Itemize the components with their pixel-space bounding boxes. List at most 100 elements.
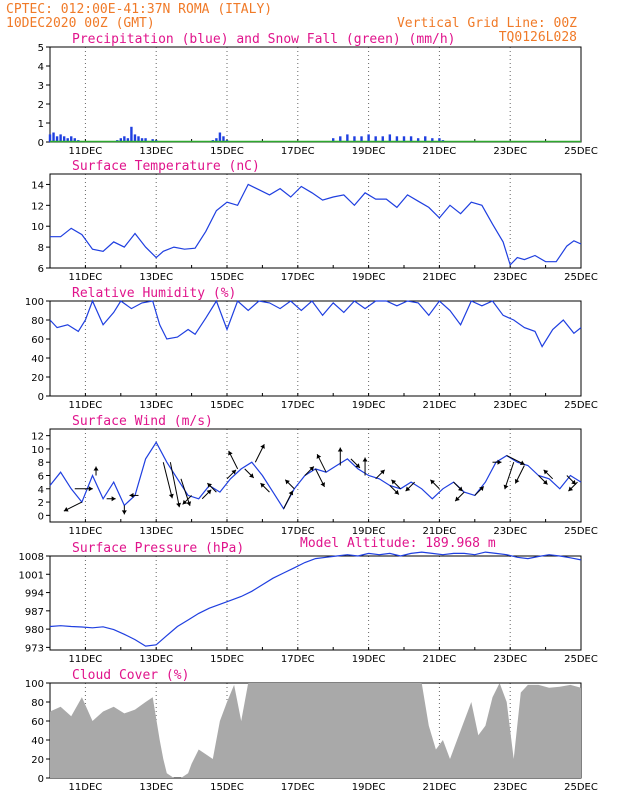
temperature-y-tick-label: 8 [38,243,44,254]
precip-x-tick-label: 21DEC [423,146,457,157]
wind-arrow-head [503,484,509,490]
precip-title: Precipitation (blue) and Snow Fall (gree… [72,32,456,47]
temperature-x-tick-label: 11DEC [69,272,103,283]
precip-bar [339,136,342,142]
humidity-x-tick-label: 11DEC [69,400,103,411]
precip-y-tick-label: 3 [38,81,44,92]
wind-arrow-head [309,466,314,472]
wind-arrow-head [430,479,435,485]
wind-arrow-head [479,486,484,492]
precip-x-tick-label: 25DEC [564,146,598,157]
precip-bar [119,138,122,142]
cloud-panel: Cloud Cover (%) 0 20 40 60 80 100 11DEC 13DEC 15D… [25,668,598,793]
wind-arrow [169,462,180,508]
humidity-x-tick-label: 17DEC [281,400,315,411]
wind-x-tick-label: 15DEC [210,526,244,537]
wind-arrow [162,462,173,499]
wind-arrow-head [285,479,290,485]
wind-arrow-head [497,459,502,465]
wind-arrow-head [249,473,254,478]
wind-arrow-head [543,469,549,475]
cloud-cover-area [50,683,581,778]
precip-y-tick-label: 5 [38,43,44,54]
temperature-x-tick-label: 19DEC [352,272,386,283]
wind-arrow-head [394,489,399,495]
pressure-y-tick-label: 980 [25,625,44,636]
temperature-x-tick-label: 23DEC [493,272,527,283]
pressure-y-tick-label: 1001 [19,570,44,581]
wind-x-tick-label: 23DEC [493,526,527,537]
temperature-x-tick-label: 21DEC [423,272,457,283]
precip-bar [70,136,73,142]
wind-arrow-head [206,489,212,495]
humidity-panel: Relative Humidity (%) 0 20 40 60 80 100 11DEC 13… [25,286,598,411]
precip-bar [374,136,377,142]
wind-arrow-head [260,444,265,449]
precip-bar [367,134,370,142]
wind-series-line [49,441,582,510]
precip-bar [130,126,133,142]
wind-y-tick-label: 12 [31,432,44,443]
header-location: CPTEC: 012:00E-41:37N ROMA (ITALY) [6,2,272,17]
humidity-x-tick-label: 21DEC [423,400,457,411]
precip-bar [66,138,69,142]
wind-arrow-head [316,454,322,459]
humidity-y-tick-label: 0 [38,392,44,403]
precip-bar [133,134,137,142]
precip-y-tick-label: 4 [38,62,44,73]
pressure-x-tick-label: 17DEC [281,654,315,665]
pressure-panel: Surface Pressure (hPa) 973 980 987 994 1001 10… [19,541,598,665]
pressure-x-tick-label: 21DEC [423,654,457,665]
wind-y-tick-label: 6 [38,472,44,483]
humidity-y-tick-label: 100 [25,297,44,308]
precip-bar [140,138,144,142]
wind-arrow-head [391,479,397,485]
precip-bar [215,138,218,142]
wind-arrow-head [63,507,69,512]
precip-bar [332,138,335,142]
humidity-x-tick-label: 19DEC [352,400,386,411]
wind-arrow-head [514,478,520,484]
temperature-y-tick-label: 12 [31,201,44,212]
pressure-title: Surface Pressure (hPa) [72,541,244,556]
temperature-x-tick-label: 17DEC [281,272,315,283]
precip-bar [409,136,413,142]
humidity-x-tick-label: 25DEC [564,400,598,411]
cloud-y-tick-label: 80 [31,698,44,709]
wind-arrow-head [542,479,548,485]
wind-panel: Surface Wind (m/s) 0 2 4 6 8 10 12 11DEC 13DEC 15D… [31,414,598,537]
wind-x-tick-label: 17DEC [281,526,315,537]
wind-y-tick-label: 2 [38,498,44,509]
wind-arrow-head [320,482,325,487]
precip-x-tick-label: 13DEC [139,146,173,157]
precip-bar [402,136,406,142]
wind-frame [49,428,582,523]
wind-arrow [504,462,515,490]
wind-y-tick-label: 0 [38,511,44,522]
header-vertical-grid-line: Vertical Grid Line: 00Z [397,16,577,31]
humidity-y-tick-label: 60 [31,335,44,346]
pressure-y-tick-label: 994 [25,589,44,600]
precip-panel: Precipitation (blue) and Snow Fall (gree… [38,32,598,157]
temperature-frame [49,173,582,269]
wind-arrow-head [228,450,233,456]
precip-y-tick-label: 0 [38,138,44,149]
temperature-y-tick-label: 10 [31,222,44,233]
wind-arrow-head [380,469,385,475]
pressure-x-tick-label: 13DEC [139,654,173,665]
humidity-frame [49,300,582,397]
precip-bar [222,136,225,142]
wind-arrow-head [455,496,460,502]
wind-title: Surface Wind (m/s) [72,414,213,429]
precip-bar [431,138,434,142]
wind-x-tick-label: 13DEC [139,526,173,537]
precip-frame [49,46,582,143]
humidity-title: Relative Humidity (%) [72,286,236,301]
wind-y-tick-label: 10 [31,445,44,456]
pressure-y-tick-label: 987 [25,607,44,618]
wind-arrow-head [355,463,360,468]
precip-bar [360,136,363,142]
precip-bar [395,136,399,142]
precip-bar [353,136,356,142]
